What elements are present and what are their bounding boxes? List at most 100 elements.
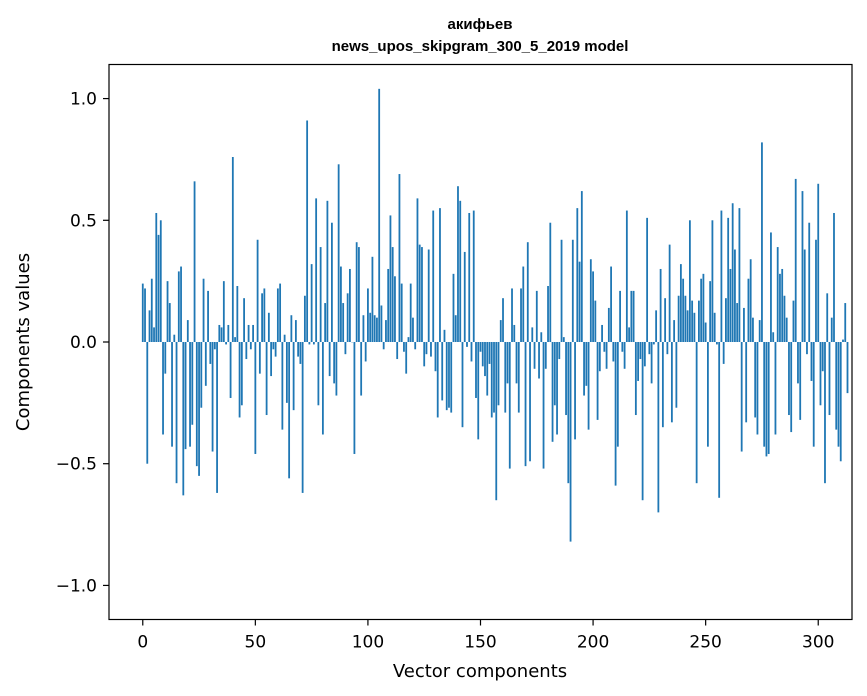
bar-164 — [511, 288, 513, 342]
bar-62 — [281, 342, 284, 430]
bar-265 — [738, 208, 741, 342]
bar-203 — [598, 342, 601, 372]
bar-61 — [279, 283, 282, 342]
bar-307 — [833, 212, 835, 342]
bar-54 — [263, 288, 266, 342]
bar-148 — [475, 342, 477, 398]
bar-68 — [294, 320, 297, 342]
bar-266 — [740, 342, 743, 452]
bar-253 — [711, 220, 714, 342]
bar-74 — [308, 342, 311, 345]
bar-292 — [799, 342, 802, 420]
bar-204 — [601, 324, 603, 342]
bar-194 — [578, 261, 581, 342]
bar-78 — [317, 342, 320, 406]
bar-23 — [193, 181, 196, 342]
bar-65 — [288, 342, 291, 479]
bar-228 — [655, 310, 658, 342]
bar-88 — [340, 266, 342, 342]
bar-224 — [646, 217, 649, 342]
bar-202 — [596, 342, 599, 420]
bar-272 — [754, 342, 757, 418]
bar-141 — [459, 200, 462, 342]
bar-36 — [222, 281, 225, 342]
bar-269 — [747, 278, 750, 342]
bar-295 — [806, 342, 808, 355]
bar-153 — [486, 342, 489, 396]
bar-294 — [803, 249, 806, 342]
bar-212 — [619, 290, 621, 342]
x-tick-label: 200 — [577, 633, 609, 653]
bar-246 — [695, 342, 698, 484]
bar-136 — [448, 342, 450, 408]
bar-156 — [493, 342, 495, 413]
x-tick-label: 50 — [245, 633, 267, 653]
bar-281 — [774, 342, 777, 435]
bar-241 — [684, 295, 687, 342]
bar-16 — [177, 271, 180, 342]
y-tick-label: −1.0 — [56, 576, 97, 596]
bar-184 — [556, 342, 558, 435]
bar-240 — [682, 278, 685, 342]
bar-154 — [488, 342, 491, 364]
bar-279 — [770, 232, 772, 342]
bar-123 — [418, 244, 421, 342]
bar-308 — [835, 342, 838, 430]
bar-147 — [472, 210, 475, 342]
y-tick-label: 0.0 — [70, 333, 97, 353]
bar-248 — [700, 278, 703, 342]
bar-274 — [758, 320, 761, 342]
bar-238 — [677, 295, 680, 342]
bar-41 — [234, 337, 236, 342]
bar-257 — [720, 210, 723, 342]
bar-215 — [625, 210, 628, 342]
bar-53 — [261, 293, 263, 342]
bar-166 — [515, 342, 518, 384]
bar-113 — [396, 342, 399, 360]
bar-38 — [227, 324, 230, 342]
bar-129 — [432, 210, 435, 342]
bar-172 — [529, 342, 531, 462]
bar-186 — [560, 239, 563, 342]
bar-142 — [461, 342, 464, 428]
bar-217 — [630, 290, 633, 342]
bar-300 — [817, 183, 820, 342]
bar-261 — [729, 268, 732, 342]
bar-12 — [168, 303, 171, 342]
bar-82 — [326, 200, 329, 342]
bar-157 — [495, 342, 498, 501]
bar-171 — [526, 242, 529, 342]
bar-10 — [164, 342, 167, 374]
bar-18 — [182, 342, 185, 496]
bar-221 — [639, 342, 642, 360]
bar-214 — [623, 342, 626, 369]
bar-56 — [267, 312, 270, 342]
bar-222 — [641, 342, 644, 501]
bar-309 — [837, 342, 840, 447]
bar-233 — [666, 342, 669, 355]
bar-144 — [466, 342, 468, 347]
bar-275 — [761, 142, 763, 342]
bar-216 — [628, 327, 630, 342]
bar-231 — [661, 342, 664, 428]
bar-192 — [574, 342, 576, 440]
bar-188 — [565, 342, 567, 416]
x-tick-label: 300 — [802, 633, 834, 653]
bar-25 — [198, 342, 200, 476]
bar-259 — [725, 298, 727, 342]
bar-258 — [722, 342, 725, 364]
bar-116 — [403, 342, 405, 352]
bar-227 — [652, 342, 655, 345]
bar-4 — [150, 278, 153, 342]
bar-3 — [148, 310, 151, 342]
bar-162 — [506, 342, 509, 384]
bar-229 — [657, 342, 660, 513]
bar-117 — [405, 342, 408, 374]
bar-256 — [718, 342, 721, 498]
bar-175 — [535, 290, 538, 342]
bar-197 — [585, 342, 588, 386]
bar-182 — [551, 342, 554, 442]
bar-127 — [427, 249, 430, 342]
bar-75 — [310, 264, 313, 342]
